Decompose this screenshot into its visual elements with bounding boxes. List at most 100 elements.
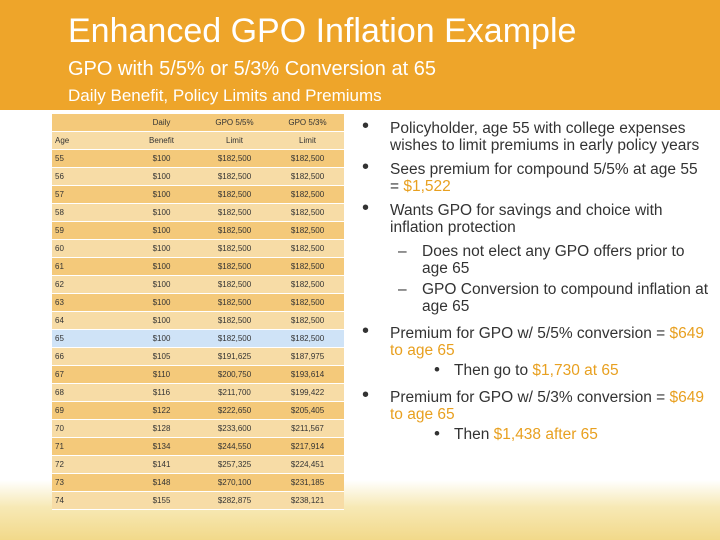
table-cell: 62 (52, 275, 125, 294)
table-row: 60 $100 $182,500 $182,500 (52, 239, 344, 258)
page-title: Enhanced GPO Inflation Example (68, 12, 577, 50)
sub-bullet-conversion: – GPO Conversion to compound inflation a… (360, 281, 710, 315)
table-cell (52, 114, 125, 132)
benefit-table-container: Daily GPO 5/5% GPO 5/3% Age Benefit Limit Limi… (52, 114, 344, 510)
table-row: 58 $100 $182,500 $182,500 (52, 203, 344, 222)
table-cell: $182,500 (198, 275, 271, 294)
bullet-dot-icon: • (362, 384, 370, 406)
table-row: 66 $105 $191,625 $187,975 (52, 347, 344, 366)
table-cell: $182,500 (198, 293, 271, 312)
sub-bullet-no-offers: – Does not elect any GPO offers prior to… (360, 243, 710, 277)
table-cell: 61 (52, 257, 125, 276)
table-cell: $134 (125, 437, 198, 456)
table-cell: $100 (125, 203, 198, 222)
table-row: 59 $100 $182,500 $182,500 (52, 221, 344, 240)
table-cell: $200,750 (198, 365, 271, 384)
table-cell: $100 (125, 275, 198, 294)
bullet-dot-icon: • (362, 156, 370, 178)
table-cell: $182,500 (271, 311, 344, 330)
table-cell: $100 (125, 311, 198, 330)
bullet-text: Wants GPO for savings and choice with in… (390, 202, 663, 236)
table-row: 56 $100 $182,500 $182,500 (52, 167, 344, 186)
table-cell: $182,500 (271, 239, 344, 258)
table-cell: $182,500 (198, 149, 271, 168)
table-cell: $244,550 (198, 437, 271, 456)
table-cell: $182,500 (198, 185, 271, 204)
table-cell: $100 (125, 185, 198, 204)
bullet-policyholder: • Policyholder, age 55 with college expe… (360, 115, 710, 154)
table-cell: $217,914 (271, 437, 344, 456)
table-cell: $270,100 (198, 473, 271, 492)
table-row: 63 $100 $182,500 $182,500 (52, 293, 344, 312)
table-cell: 57 (52, 185, 125, 204)
table-cell: $193,614 (271, 365, 344, 384)
table-row: 74 $155 $282,875 $238,121 (52, 491, 344, 510)
table-cell: Daily (125, 114, 198, 132)
bullet-wants-gpo: • Wants GPO for savings and choice with … (360, 198, 710, 236)
bullet-dot-icon: • (362, 115, 370, 137)
table-cell: $257,325 (198, 455, 271, 474)
table-cell: 63 (52, 293, 125, 312)
table-cell: $100 (125, 329, 198, 348)
table-row: 61 $100 $182,500 $182,500 (52, 257, 344, 276)
table-cell: $182,500 (198, 239, 271, 258)
table-cell: 71 (52, 437, 125, 456)
table-cell: $148 (125, 473, 198, 492)
table-cell: 56 (52, 167, 125, 186)
table-cell: $233,600 (198, 419, 271, 438)
sub-bullet-text: Then go to (454, 362, 533, 379)
benefit-table-body: Daily GPO 5/5% GPO 5/3% Age Benefit Limit Limi… (52, 114, 344, 510)
table-cell: $182,500 (271, 203, 344, 222)
bullet-dot-icon: • (434, 424, 440, 443)
page-subtitle: GPO with 5/5% or 5/3% Conversion at 65 (68, 58, 436, 80)
benefit-table: Daily GPO 5/5% GPO 5/3% Age Benefit Limit Limi… (52, 114, 344, 510)
table-cell: Limit (198, 131, 271, 150)
table-cell: $100 (125, 221, 198, 240)
table-cell: 64 (52, 311, 125, 330)
page-subtitle-secondary: Daily Benefit, Policy Limits and Premium… (68, 86, 382, 105)
table-cell: $100 (125, 293, 198, 312)
table-row: 71 $134 $244,550 $217,914 (52, 437, 344, 456)
dash-icon: – (398, 281, 407, 298)
table-row: 65 $100 $182,500 $182,500 (52, 329, 344, 348)
table-row: 70 $128 $233,600 $211,567 (52, 419, 344, 438)
bullet-text: Sees premium for compound 5/5% at age 55… (390, 161, 698, 195)
table-cell: $182,500 (198, 221, 271, 240)
table-cell: 65 (52, 329, 125, 348)
table-cell: $182,500 (198, 203, 271, 222)
table-cell: $222,650 (198, 401, 271, 420)
table-cell: $122 (125, 401, 198, 420)
table-cell: $238,121 (271, 491, 344, 510)
table-cell: $182,500 (271, 221, 344, 240)
table-cell: $205,405 (271, 401, 344, 420)
table-cell: $116 (125, 383, 198, 402)
table-cell: 72 (52, 455, 125, 474)
bullet-text: Policyholder, age 55 with college expens… (390, 120, 700, 154)
table-row: 55 $100 $182,500 $182,500 (52, 149, 344, 168)
table-cell: 69 (52, 401, 125, 420)
table-cell: 67 (52, 365, 125, 384)
table-cell: 74 (52, 491, 125, 510)
bullet-premium-55: • Premium for GPO w/ 5/5% conversion = $… (360, 321, 710, 359)
table-cell: 68 (52, 383, 125, 402)
table-cell: 60 (52, 239, 125, 258)
table-cell: $211,567 (271, 419, 344, 438)
sub-bullet-text: Then (454, 426, 494, 443)
table-cell: $182,500 (198, 257, 271, 276)
table-cell: $100 (125, 149, 198, 168)
bullet-highlight-value: $649 to age 65 (390, 325, 705, 359)
table-cell: $182,500 (271, 257, 344, 276)
table-cell: 59 (52, 221, 125, 240)
table-cell: 55 (52, 149, 125, 168)
table-cell: $100 (125, 239, 198, 258)
dash-icon: – (398, 243, 407, 260)
table-cell: 66 (52, 347, 125, 366)
bullet-premium-compound: • Sees premium for compound 5/5% at age … (360, 156, 710, 195)
sub-bullet-then: • Then $1,438 after 65 (360, 424, 710, 443)
table-cell: $224,451 (271, 455, 344, 474)
bullet-highlight-value: $1,730 at 65 (532, 362, 619, 379)
table-cell: GPO 5/3% (271, 114, 344, 132)
bullet-text: Premium for GPO w/ 5/3% conversion = (390, 389, 670, 406)
bullet-dot-icon: • (434, 360, 440, 379)
table-cell: Limit (271, 131, 344, 150)
